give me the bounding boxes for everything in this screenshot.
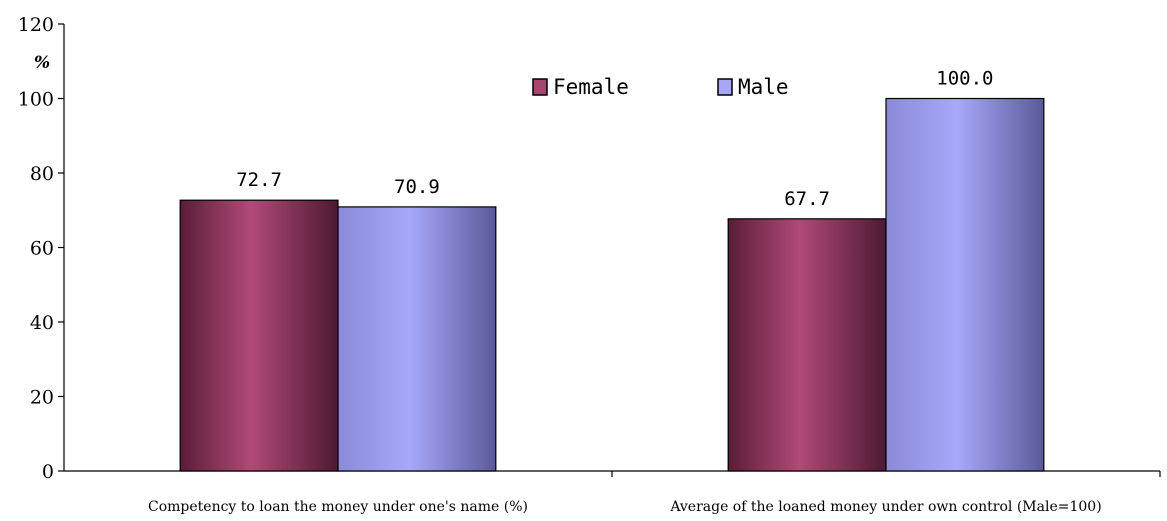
y-tick-label: 40	[30, 312, 54, 334]
legend-label-female: Female	[553, 75, 629, 99]
y-tick-label: 0	[42, 461, 54, 483]
category-label: Average of the loaned money under own co…	[669, 499, 1101, 515]
y-tick-label: 80	[30, 163, 54, 185]
legend-swatch-female	[532, 78, 548, 96]
legend-swatch-male	[717, 78, 733, 96]
bar-male-1	[337, 206, 497, 472]
category-label: Competency to loan the money under one's…	[148, 499, 528, 515]
bars	[179, 97, 1161, 477]
bar-male-2	[885, 97, 1045, 472]
value-label: 67.7	[784, 188, 830, 210]
legend-label-male: Male	[738, 75, 789, 99]
value-labels: 72.7 70.9 67.7 100.0	[236, 68, 993, 210]
y-unit-label: %	[34, 53, 50, 73]
value-label: 100.0	[936, 68, 993, 90]
value-label: 72.7	[236, 169, 282, 191]
y-tick-label: 60	[30, 238, 54, 260]
y-tick-label: 100	[18, 89, 54, 111]
y-ticks: 0 20 40 60 80 100 120	[18, 14, 64, 483]
value-label: 70.9	[394, 176, 440, 198]
y-tick-label: 20	[30, 387, 54, 409]
bar-female-1	[179, 199, 339, 472]
y-tick-label: 120	[18, 14, 54, 36]
bar-female-2	[727, 218, 887, 472]
legend: Female Male	[532, 75, 789, 99]
category-labels: Competency to loan the money under one's…	[148, 499, 1102, 515]
